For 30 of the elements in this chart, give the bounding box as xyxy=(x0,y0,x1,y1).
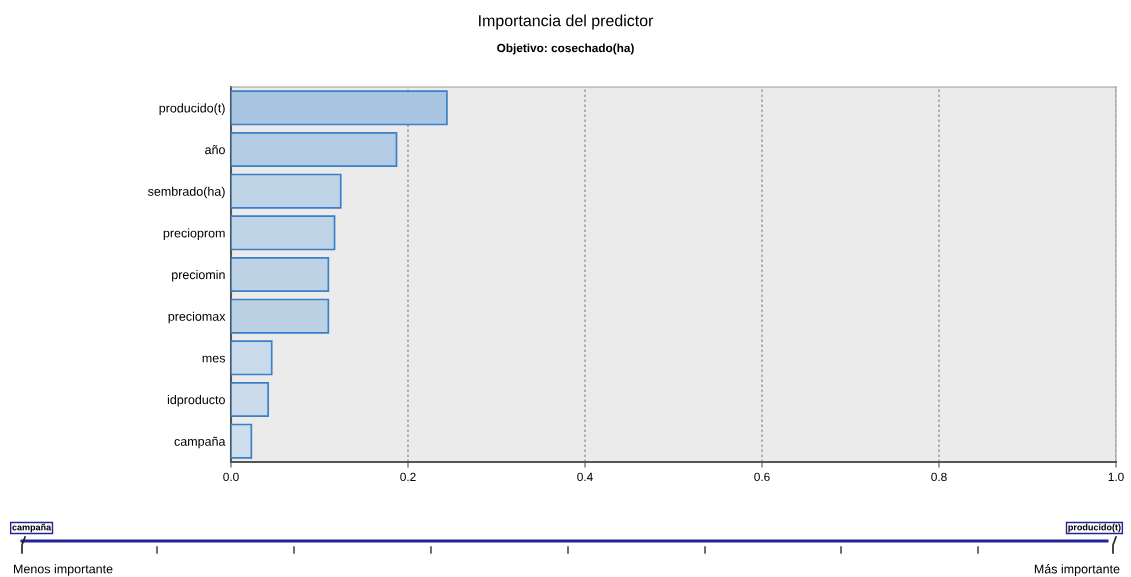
bar xyxy=(231,131,398,168)
bar xyxy=(231,173,342,209)
bar xyxy=(231,340,273,376)
bar xyxy=(231,298,330,334)
chart-subtitle: Objetivo: cosechado(ha) xyxy=(497,43,634,55)
x-tick-label: 0.0 xyxy=(223,472,239,482)
y-tick-label: preciomax xyxy=(168,311,226,324)
x-tick-label: 0.6 xyxy=(754,472,770,482)
y-tick-label: sembrado(ha) xyxy=(147,186,225,199)
y-tick-label: año xyxy=(205,145,225,155)
bar xyxy=(231,215,336,251)
y-tick-label: idproducto xyxy=(167,394,225,407)
text: Menos importante xyxy=(14,564,113,576)
bar xyxy=(231,381,270,418)
x-tick-label: 0.2 xyxy=(400,472,416,482)
text: producido(t) xyxy=(1068,523,1121,533)
y-tick-label: producido(t) xyxy=(159,103,225,115)
bar xyxy=(231,90,448,126)
chart-title: Importancia del predictor xyxy=(479,14,654,30)
y-tick-label: campaña xyxy=(174,436,226,449)
text: Más importante xyxy=(1034,564,1120,576)
x-tick-label: 1.0 xyxy=(1108,472,1124,482)
y-tick-label: precioprom xyxy=(163,228,225,240)
x-tick-label: 0.4 xyxy=(577,472,593,482)
bar xyxy=(231,423,253,459)
bar xyxy=(231,256,330,293)
y-tick-label: mes xyxy=(202,355,225,363)
x-tick-label: 0.8 xyxy=(931,472,947,482)
y-tick-label: preciomin xyxy=(172,269,225,282)
text: campaña xyxy=(12,523,52,533)
